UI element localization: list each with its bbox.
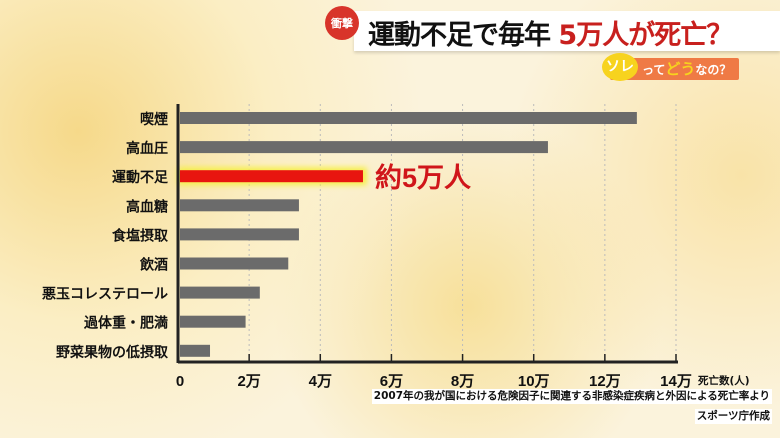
bar [180, 315, 246, 328]
category-label: 食塩摂取 [112, 227, 169, 244]
category-label: 飲酒 [139, 257, 168, 274]
headline: 運動不足で毎年 5万人が死亡？ [368, 13, 733, 52]
headline-highlight: 5万人が死亡？ [558, 20, 733, 51]
bar [180, 228, 299, 241]
x-tick-label: 6万 [380, 373, 403, 390]
bar [180, 199, 299, 212]
category-label: 高血圧 [126, 140, 168, 157]
category-label: 野菜果物の低摂取 [56, 344, 169, 361]
segment-logo: ソレ ってどうなの？ [602, 53, 740, 81]
logo-tte: って [642, 63, 666, 77]
x-tick-label: 10万 [518, 373, 550, 390]
source-author: スポーツ庁作成 [694, 409, 772, 424]
x-axis-label: 死亡数(人) [697, 374, 750, 387]
x-tick-label: 8万 [451, 373, 474, 390]
category-label: 過体重・肥満 [83, 315, 168, 332]
x-tick-label: 12万 [589, 373, 621, 390]
category-label: 高血糖 [126, 198, 168, 215]
logo-nano: なの？ [695, 63, 732, 77]
bar [180, 344, 211, 357]
bar [180, 112, 637, 124]
bar-annotation: 約5万人 [375, 162, 471, 193]
category-label: 悪玉コレステロール [42, 287, 168, 303]
category-label: 喫煙 [140, 111, 168, 128]
logo-so: ソレ [602, 53, 638, 81]
bar [180, 286, 260, 299]
x-tick-label: 0 [176, 373, 184, 390]
source-note: 2007年の我が国における危険因子に関連する非感染症疾病と外因による死亡率より [371, 389, 772, 404]
x-tick-label: 14万 [660, 373, 692, 390]
title-bar [354, 11, 780, 51]
shock-badge: 衝撃 [325, 6, 359, 40]
bar [180, 170, 363, 183]
bar [180, 141, 548, 154]
headline-prefix: 運動不足で毎年 [368, 20, 551, 51]
category-label: 運動不足 [112, 169, 169, 186]
x-tick-label: 2万 [237, 373, 260, 390]
x-tick-label: 4万 [309, 373, 332, 390]
bar [180, 257, 289, 270]
logo-do: どう [665, 60, 696, 78]
